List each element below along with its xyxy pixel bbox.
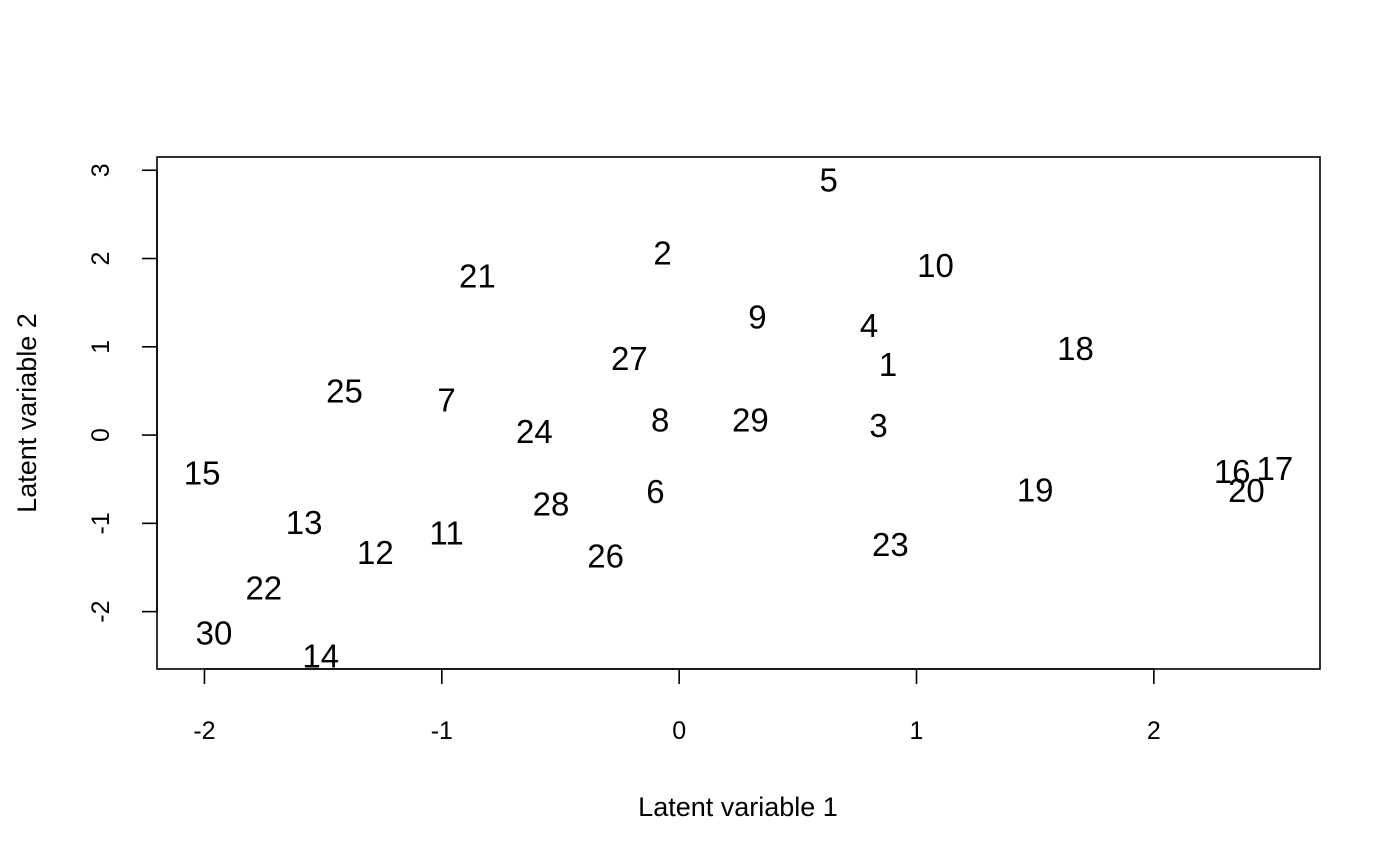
x-axis-title: Latent variable 1 (638, 792, 838, 822)
y-tick-label: 1 (87, 340, 115, 354)
x-tick-label: 2 (1147, 717, 1161, 745)
point-label-14: 14 (302, 637, 339, 674)
point-label-26: 26 (587, 538, 624, 575)
point-label-11: 11 (429, 515, 463, 552)
x-tick-label: 1 (910, 717, 924, 745)
point-label-4: 4 (860, 307, 878, 344)
point-label-5: 5 (820, 161, 838, 198)
point-label-22: 22 (245, 569, 282, 606)
point-label-12: 12 (357, 534, 394, 571)
point-label-9: 9 (748, 298, 766, 335)
point-label-13: 13 (286, 504, 323, 541)
point-label-2: 2 (653, 235, 671, 272)
point-label-20: 20 (1228, 472, 1265, 509)
y-tick-label: -2 (87, 601, 115, 623)
point-label-1: 1 (879, 346, 897, 383)
point-label-21: 21 (459, 258, 496, 295)
point-label-3: 3 (869, 407, 887, 444)
point-label-27: 27 (611, 340, 648, 377)
point-label-29: 29 (732, 402, 769, 439)
point-label-23: 23 (872, 526, 909, 563)
point-label-16: 16 (1214, 453, 1251, 490)
y-tick-label: -1 (87, 512, 115, 534)
point-label-15: 15 (184, 455, 221, 492)
point-label-25: 25 (326, 372, 363, 409)
point-label-18: 18 (1057, 330, 1094, 367)
y-tick-label: 0 (87, 428, 115, 442)
point-label-17: 17 (1257, 450, 1294, 487)
y-tick-label: 2 (87, 252, 115, 266)
x-tick-label: -2 (193, 717, 215, 745)
x-axis: -2 -1 0 1 2 (193, 668, 1161, 745)
point-label-10: 10 (917, 247, 954, 284)
point-label-8: 8 (651, 402, 669, 439)
y-tick-label: 3 (87, 163, 115, 177)
point-label-19: 19 (1017, 471, 1054, 508)
y-axis-title: Latent variable 2 (12, 313, 42, 513)
x-tick-label: 0 (672, 717, 686, 745)
point-label-30: 30 (196, 614, 233, 651)
x-tick-label: -1 (431, 717, 453, 745)
point-label-28: 28 (533, 485, 570, 522)
point-label-7: 7 (437, 381, 455, 418)
y-axis: -2 -1 0 1 2 3 (87, 163, 158, 623)
point-label-6: 6 (646, 473, 664, 510)
point-label-24: 24 (516, 413, 553, 450)
